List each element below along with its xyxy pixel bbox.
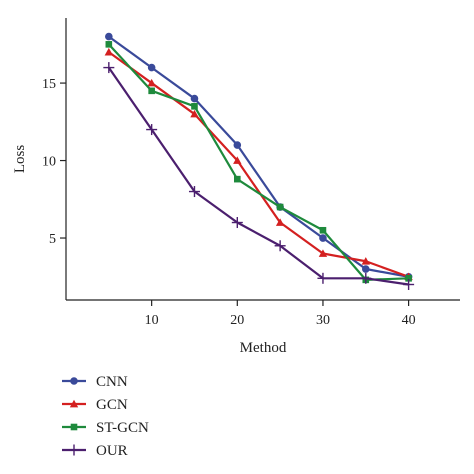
data-point-gcn: [361, 257, 370, 265]
data-point-our: [146, 124, 158, 136]
data-point-gcn: [147, 78, 156, 87]
data-point-st-gcn: [405, 275, 412, 282]
ticks: 10 20 30 40 5 10 15: [42, 77, 416, 328]
data-point-cnn: [105, 32, 113, 41]
data-point-st-gcn: [276, 203, 284, 211]
y-tick-label: 5: [49, 232, 56, 247]
series-line-gcn: [108, 51, 409, 278]
x-tick-label: 20: [230, 313, 244, 328]
data-point-our: [274, 240, 286, 252]
data-point-cnn: [361, 265, 370, 273]
legend-label: CNN: [96, 374, 128, 390]
legend-item-st-gcn: ST-GCN: [62, 420, 149, 436]
legend-item-our: OUR: [62, 443, 128, 459]
data-point-gcn: [318, 249, 328, 257]
x-tick-label: 30: [316, 313, 330, 328]
data-point-gcn: [233, 156, 242, 164]
x-tick-label: 40: [402, 313, 416, 328]
series-our: [103, 62, 415, 291]
data-point-cnn: [233, 141, 242, 149]
data-point-st-gcn: [191, 103, 198, 110]
series-gcn: [104, 47, 413, 281]
series-line-cnn: [108, 35, 409, 278]
series-cnn: [105, 32, 413, 281]
series-st-gcn: [105, 41, 412, 284]
data-point-our: [403, 279, 415, 291]
y-tick-label: 10: [42, 155, 56, 170]
data-point-our: [317, 272, 329, 284]
legend: CNN GCN ST-GCN OUR: [62, 374, 149, 459]
legend-marker: [70, 377, 78, 385]
legend-marker: [68, 444, 80, 456]
legend-label: ST-GCN: [96, 420, 149, 436]
y-axis-title: Loss: [12, 145, 28, 174]
data-point-cnn: [319, 234, 327, 242]
data-point-our: [231, 217, 243, 229]
legend-marker: [69, 399, 79, 408]
legend-marker: [70, 423, 78, 431]
legend-item-cnn: CNN: [62, 374, 128, 390]
series-line-st-gcn: [108, 43, 409, 281]
y-tick-label: 15: [42, 77, 56, 92]
data-point-our: [103, 62, 115, 74]
data-point-cnn: [147, 63, 156, 72]
series-layer: [103, 32, 415, 291]
series-line-our: [107, 66, 409, 286]
data-point-gcn: [275, 218, 285, 226]
data-point-our: [188, 186, 200, 198]
data-point-st-gcn: [148, 87, 155, 95]
data-point-our: [360, 272, 372, 284]
data-point-gcn: [104, 47, 114, 56]
axes: [65, 18, 460, 301]
legend-label: OUR: [96, 443, 128, 459]
data-point-st-gcn: [234, 175, 241, 183]
legend-item-gcn: GCN: [62, 397, 128, 413]
x-tick-label: 10: [145, 313, 159, 328]
x-axis-title: Method: [240, 340, 287, 356]
data-point-cnn: [190, 94, 199, 103]
data-point-st-gcn: [105, 41, 113, 48]
data-point-st-gcn: [319, 226, 327, 234]
data-point-gcn: [190, 109, 199, 118]
legend-label: GCN: [96, 397, 128, 413]
